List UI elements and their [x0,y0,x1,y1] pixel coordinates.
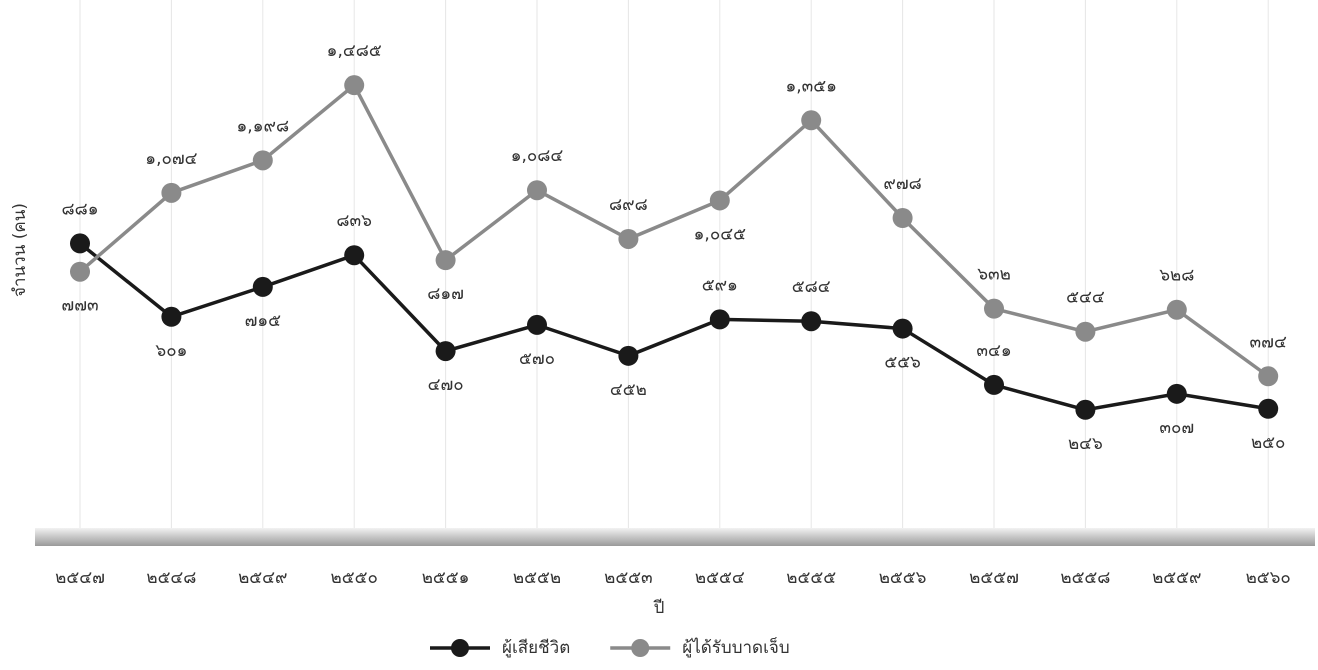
legend-marker [451,639,469,657]
data-label: ๖๒๘ [1159,266,1194,286]
data-label: ๓๗๔ [1250,332,1287,352]
series-line [78,242,1269,412]
data-label: ๑,๐๗๔ [145,149,197,169]
data-label: ๑,๑๙๘ [237,116,290,136]
x-tick-label: ๒๕๕๕ [786,568,836,588]
data-point [1258,398,1279,419]
data-point [252,276,273,297]
data-label: ๕๕๖ [884,353,921,373]
data-label: ๑,๐๔๕ [694,224,746,244]
data-point [435,341,456,362]
x-tick-label: ๒๕๕๘ [1060,568,1110,588]
x-tick-label: ๒๕๔๗ [55,568,105,588]
data-label: ๔๗๐ [428,375,464,395]
data-label: ๑,๔๘๕ [327,41,382,61]
data-point [161,306,182,327]
data-label: ๒๔๖ [1068,434,1103,454]
data-point [984,374,1004,395]
data-point [70,233,90,254]
x-tick-label: ๒๕๕๙ [1152,568,1201,588]
data-point [344,75,365,96]
data-point [1166,299,1187,320]
data-point [435,250,456,271]
data-label: ๘๙๘ [609,195,648,215]
data-point [1075,321,1096,342]
data-point [527,180,547,201]
data-point [1258,366,1279,387]
data-label: ๕๔๔ [1066,288,1105,308]
data-point [892,318,913,339]
series-line [78,82,1270,378]
data-point [709,190,730,211]
x-tick-label: ๒๕๕๓ [604,568,653,588]
legend-label: ผู้เสียชีวิต [502,638,570,658]
x-axis-title: ปี [653,598,665,618]
y-axis-title: จำนวน (คน) [10,203,30,297]
x-tick-label: ๒๕๕๑ [422,568,470,588]
data-point [70,261,90,282]
data-label: ๘๑๗ [427,284,464,304]
data-point [984,298,1004,319]
x-tick-label: ๒๕๔๘ [146,568,196,588]
data-label: ๒๕๐ [1251,433,1285,453]
data-point [344,245,365,266]
data-label: ๓๐๗ [1159,418,1194,438]
data-point [618,345,639,366]
data-label: ๗๑๕ [245,311,282,331]
data-label: ๑,๓๕๑ [785,76,836,96]
x-tick-label: ๒๕๕๗ [969,568,1019,588]
data-point [801,110,822,131]
data-label: ๙๗๘ [883,174,921,194]
x-tick-label: ๒๕๕๐ [331,568,378,588]
data-point [1166,383,1187,404]
data-label: ๘๘๑ [61,199,98,219]
axis-band [35,528,1315,546]
data-label: ๔๕๒ [610,380,647,400]
data-label: ๗๗๓ [61,296,98,316]
data-label: ๖๓๒ [977,265,1011,285]
x-tick-label: ๒๕๕๖ [879,568,927,588]
data-label: ๖๐๑ [155,341,187,361]
data-label: ๓๔๑ [976,341,1011,361]
data-point [527,314,547,335]
data-point [801,311,822,332]
x-tick-label: ๒๕๔๙ [238,568,287,588]
legend-label: ผู้ได้รับบาดเจ็บ [682,636,789,658]
data-point [1075,399,1096,420]
data-point [709,309,730,330]
data-point [892,208,913,228]
data-label: ๕๙๑ [702,275,738,295]
data-point [618,228,639,249]
data-point [252,150,273,171]
data-label: ๕๘๔ [792,277,831,297]
x-tick-label: ๒๕๖๐ [1246,568,1291,588]
data-point [161,182,182,203]
data-label: ๕๗๐ [519,349,555,369]
data-label: ๑,๐๘๔ [511,146,564,166]
x-tick-label: ๒๕๕๒ [513,568,561,588]
data-label: ๘๓๖ [336,211,372,231]
legend-marker [631,639,650,657]
x-tick-label: ๒๕๕๔ [695,568,745,588]
